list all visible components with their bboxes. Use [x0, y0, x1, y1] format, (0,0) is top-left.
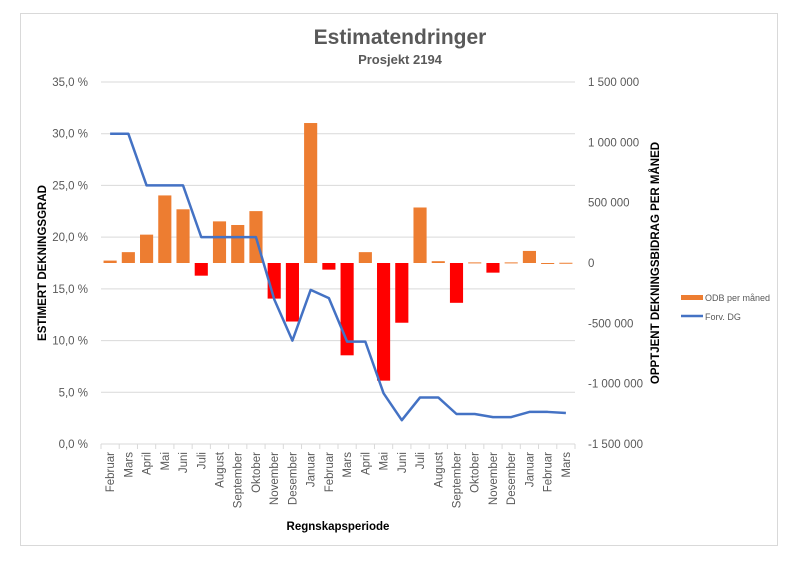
- x-tick-label: April: [360, 452, 372, 475]
- left-tick-label: 25,0 %: [52, 180, 88, 192]
- x-tick-label: Juni: [397, 452, 409, 473]
- bar-odb: [103, 260, 117, 263]
- x-tick-label: Februar: [105, 452, 117, 492]
- right-tick-label: -1 500 000: [588, 439, 643, 451]
- right-tick-label: 0: [588, 258, 594, 270]
- x-tick-label: Desember: [506, 452, 518, 505]
- left-tick-label: 10,0 %: [52, 336, 88, 348]
- bar-odb: [486, 263, 500, 273]
- left-tick-label: 20,0 %: [52, 232, 88, 244]
- left-tick-label: 0,0 %: [59, 439, 88, 451]
- right-tick-label: -1 000 000: [588, 379, 643, 391]
- bar-odb: [504, 262, 518, 264]
- legend: ODB per måned Forv. DG: [681, 293, 770, 322]
- x-tick-label: April: [142, 452, 154, 475]
- x-tick-label: Februar: [324, 452, 336, 492]
- left-axis-title: ESTIMERT DEKNINGSGRAD: [37, 185, 49, 341]
- bar-odb: [449, 263, 464, 303]
- right-tick-label: 1 000 000: [588, 137, 639, 149]
- bar-odb: [541, 263, 555, 264]
- right-axis-ticks: -1 500 000 -1 000 000 -500 000 0 500 000 1 00…: [588, 77, 643, 451]
- bar-odb: [377, 263, 391, 381]
- x-tick-label: Mars: [561, 452, 573, 478]
- x-tick-label: Mars: [123, 452, 135, 478]
- x-tick-label: Mai: [160, 452, 172, 471]
- x-tick-label: Februar: [543, 452, 555, 492]
- x-tick-label: Mai: [379, 452, 391, 471]
- x-tick-label: Juni: [178, 452, 190, 473]
- bar-odb: [194, 263, 208, 276]
- x-tick-label: Januar: [524, 452, 536, 487]
- bar-odb: [140, 234, 154, 263]
- bar-odb: [231, 224, 245, 263]
- bar-odb: [413, 207, 427, 263]
- line-series: [110, 132, 566, 422]
- right-axis-title: OPPTJENT DEKNINGSBIDRAG PER MÅNED: [649, 142, 662, 384]
- x-axis-title: Regnskapsperiode: [287, 521, 390, 533]
- x-tick-label: September: [452, 452, 464, 508]
- x-tick-label: Juli: [196, 452, 208, 469]
- legend-swatch-odb: [681, 295, 703, 300]
- bar-odb: [431, 261, 445, 263]
- x-tick-label: Juli: [415, 452, 427, 469]
- bar-odb: [176, 209, 190, 263]
- right-tick-label: 1 500 000: [588, 77, 639, 89]
- left-tick-label: 15,0 %: [52, 284, 88, 296]
- bar-series: [103, 123, 573, 381]
- left-tick-label: 5,0 %: [59, 387, 88, 399]
- bar-odb: [158, 195, 172, 263]
- bar-odb: [322, 263, 336, 270]
- right-tick-label: -500 000: [588, 318, 633, 330]
- x-tick-label: Oktober: [251, 452, 263, 493]
- x-tick-label: September: [233, 452, 245, 508]
- x-tick-label: August: [433, 451, 445, 488]
- x-tick-label: August: [215, 451, 227, 488]
- right-tick-label: 500 000: [588, 198, 630, 210]
- line-forv-dg: [110, 132, 566, 422]
- bar-odb: [468, 262, 482, 264]
- x-tick-label: November: [269, 452, 281, 505]
- bar-odb: [559, 262, 573, 264]
- chart-subtitle: Prosjekt 2194: [358, 52, 443, 67]
- legend-label-forv-dg: Forv. DG: [705, 312, 741, 322]
- legend-label-odb: ODB per måned: [705, 293, 770, 303]
- bar-odb: [121, 252, 135, 263]
- bar-odb: [395, 263, 409, 323]
- chart-title: Estimatendringer: [314, 26, 487, 49]
- x-axis: Februar Mars April Mai Juni Juli August Septemb…: [100, 443, 576, 508]
- bar-odb: [522, 250, 536, 263]
- bar-odb: [304, 123, 318, 263]
- gridlines: [101, 81, 575, 445]
- x-tick-label: November: [488, 452, 500, 505]
- bar-odb: [212, 221, 227, 263]
- x-tick-label: Desember: [287, 452, 299, 505]
- x-tick-label: Mars: [342, 452, 354, 478]
- left-tick-label: 30,0 %: [52, 129, 88, 141]
- x-tick-label: Januar: [306, 452, 318, 487]
- left-tick-label: 35,0 %: [52, 77, 88, 89]
- bar-odb: [285, 263, 299, 322]
- left-axis-ticks: 0,0 % 5,0 % 10,0 % 15,0 % 20,0 % 25,0 % 30,0 %…: [52, 77, 88, 451]
- x-tick-label: Oktober: [470, 452, 482, 493]
- bar-odb: [358, 252, 372, 263]
